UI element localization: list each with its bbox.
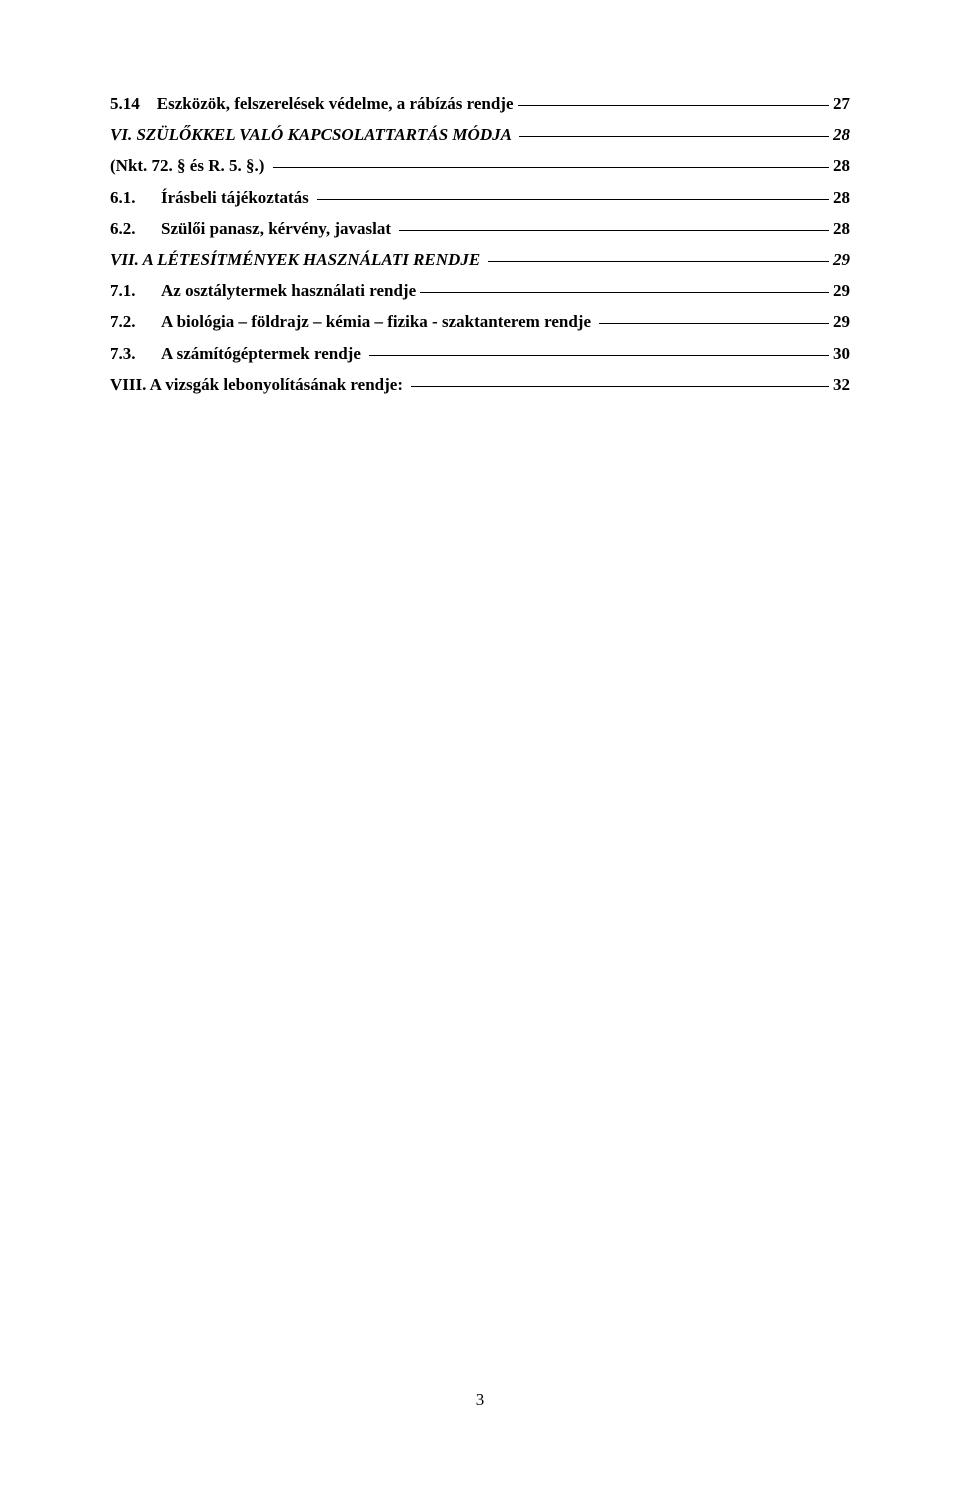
toc-title: VI. SZÜLŐKKEL VALÓ KAPCSOLATTARTÁS MÓDJA [110, 121, 515, 148]
toc-leader [518, 105, 829, 106]
toc-title: VII. A LÉTESÍTMÉNYEK HASZNÁLATI RENDJE [110, 246, 484, 273]
page: 5.14 Eszközök, felszerelések védelme, a … [0, 0, 960, 1488]
toc-number: 6.1. [110, 184, 161, 211]
toc-leader [317, 199, 829, 200]
table-of-contents: 5.14 Eszközök, felszerelések védelme, a … [110, 90, 850, 398]
toc-leader [411, 386, 829, 387]
toc-title: A számítógéptermek rendje [161, 340, 365, 367]
page-number: 3 [0, 1390, 960, 1410]
toc-row: 6.1. Írásbeli tájékoztatás 28 [110, 184, 850, 211]
toc-leader [273, 167, 829, 168]
toc-page: 28 [833, 152, 850, 179]
toc-number: 7.1. [110, 277, 161, 304]
toc-row: VIII. A vizsgák lebonyolításának rendje:… [110, 371, 850, 398]
toc-page: 27 [833, 90, 850, 117]
toc-number: 5.14 [110, 90, 157, 117]
toc-page: 29 [833, 246, 850, 273]
toc-page: 28 [833, 184, 850, 211]
toc-number: 6.2. [110, 215, 161, 242]
toc-page: 29 [833, 308, 850, 335]
toc-row: (Nkt. 72. § és R. 5. §.) 28 [110, 152, 850, 179]
toc-leader [519, 136, 829, 137]
toc-title: (Nkt. 72. § és R. 5. §.) [110, 152, 269, 179]
toc-title: Szülői panasz, kérvény, javaslat [161, 215, 395, 242]
toc-title: A biológia – földrajz – kémia – fizika -… [161, 308, 595, 335]
toc-row: 7.1. Az osztálytermek használati rendje 2… [110, 277, 850, 304]
toc-title: VIII. A vizsgák lebonyolításának rendje: [110, 371, 407, 398]
toc-title: Eszközök, felszerelések védelme, a rábíz… [157, 90, 514, 117]
toc-leader [369, 355, 829, 356]
toc-row: VI. SZÜLŐKKEL VALÓ KAPCSOLATTARTÁS MÓDJA… [110, 121, 850, 148]
toc-row: 7.3. A számítógéptermek rendje 30 [110, 340, 850, 367]
toc-row: VII. A LÉTESÍTMÉNYEK HASZNÁLATI RENDJE 2… [110, 246, 850, 273]
toc-row: 7.2. A biológia – földrajz – kémia – fiz… [110, 308, 850, 335]
toc-leader [599, 323, 829, 324]
toc-page: 32 [833, 371, 850, 398]
toc-leader [488, 261, 829, 262]
toc-title: Írásbeli tájékoztatás [161, 184, 313, 211]
toc-title: Az osztálytermek használati rendje [161, 277, 416, 304]
toc-leader [399, 230, 829, 231]
toc-page: 28 [833, 121, 850, 148]
toc-page: 29 [833, 277, 850, 304]
toc-page: 28 [833, 215, 850, 242]
toc-page: 30 [833, 340, 850, 367]
toc-number: 7.2. [110, 308, 161, 335]
toc-number: 7.3. [110, 340, 161, 367]
toc-leader [420, 292, 829, 293]
toc-row: 6.2. Szülői panasz, kérvény, javaslat 28 [110, 215, 850, 242]
toc-row: 5.14 Eszközök, felszerelések védelme, a … [110, 90, 850, 117]
